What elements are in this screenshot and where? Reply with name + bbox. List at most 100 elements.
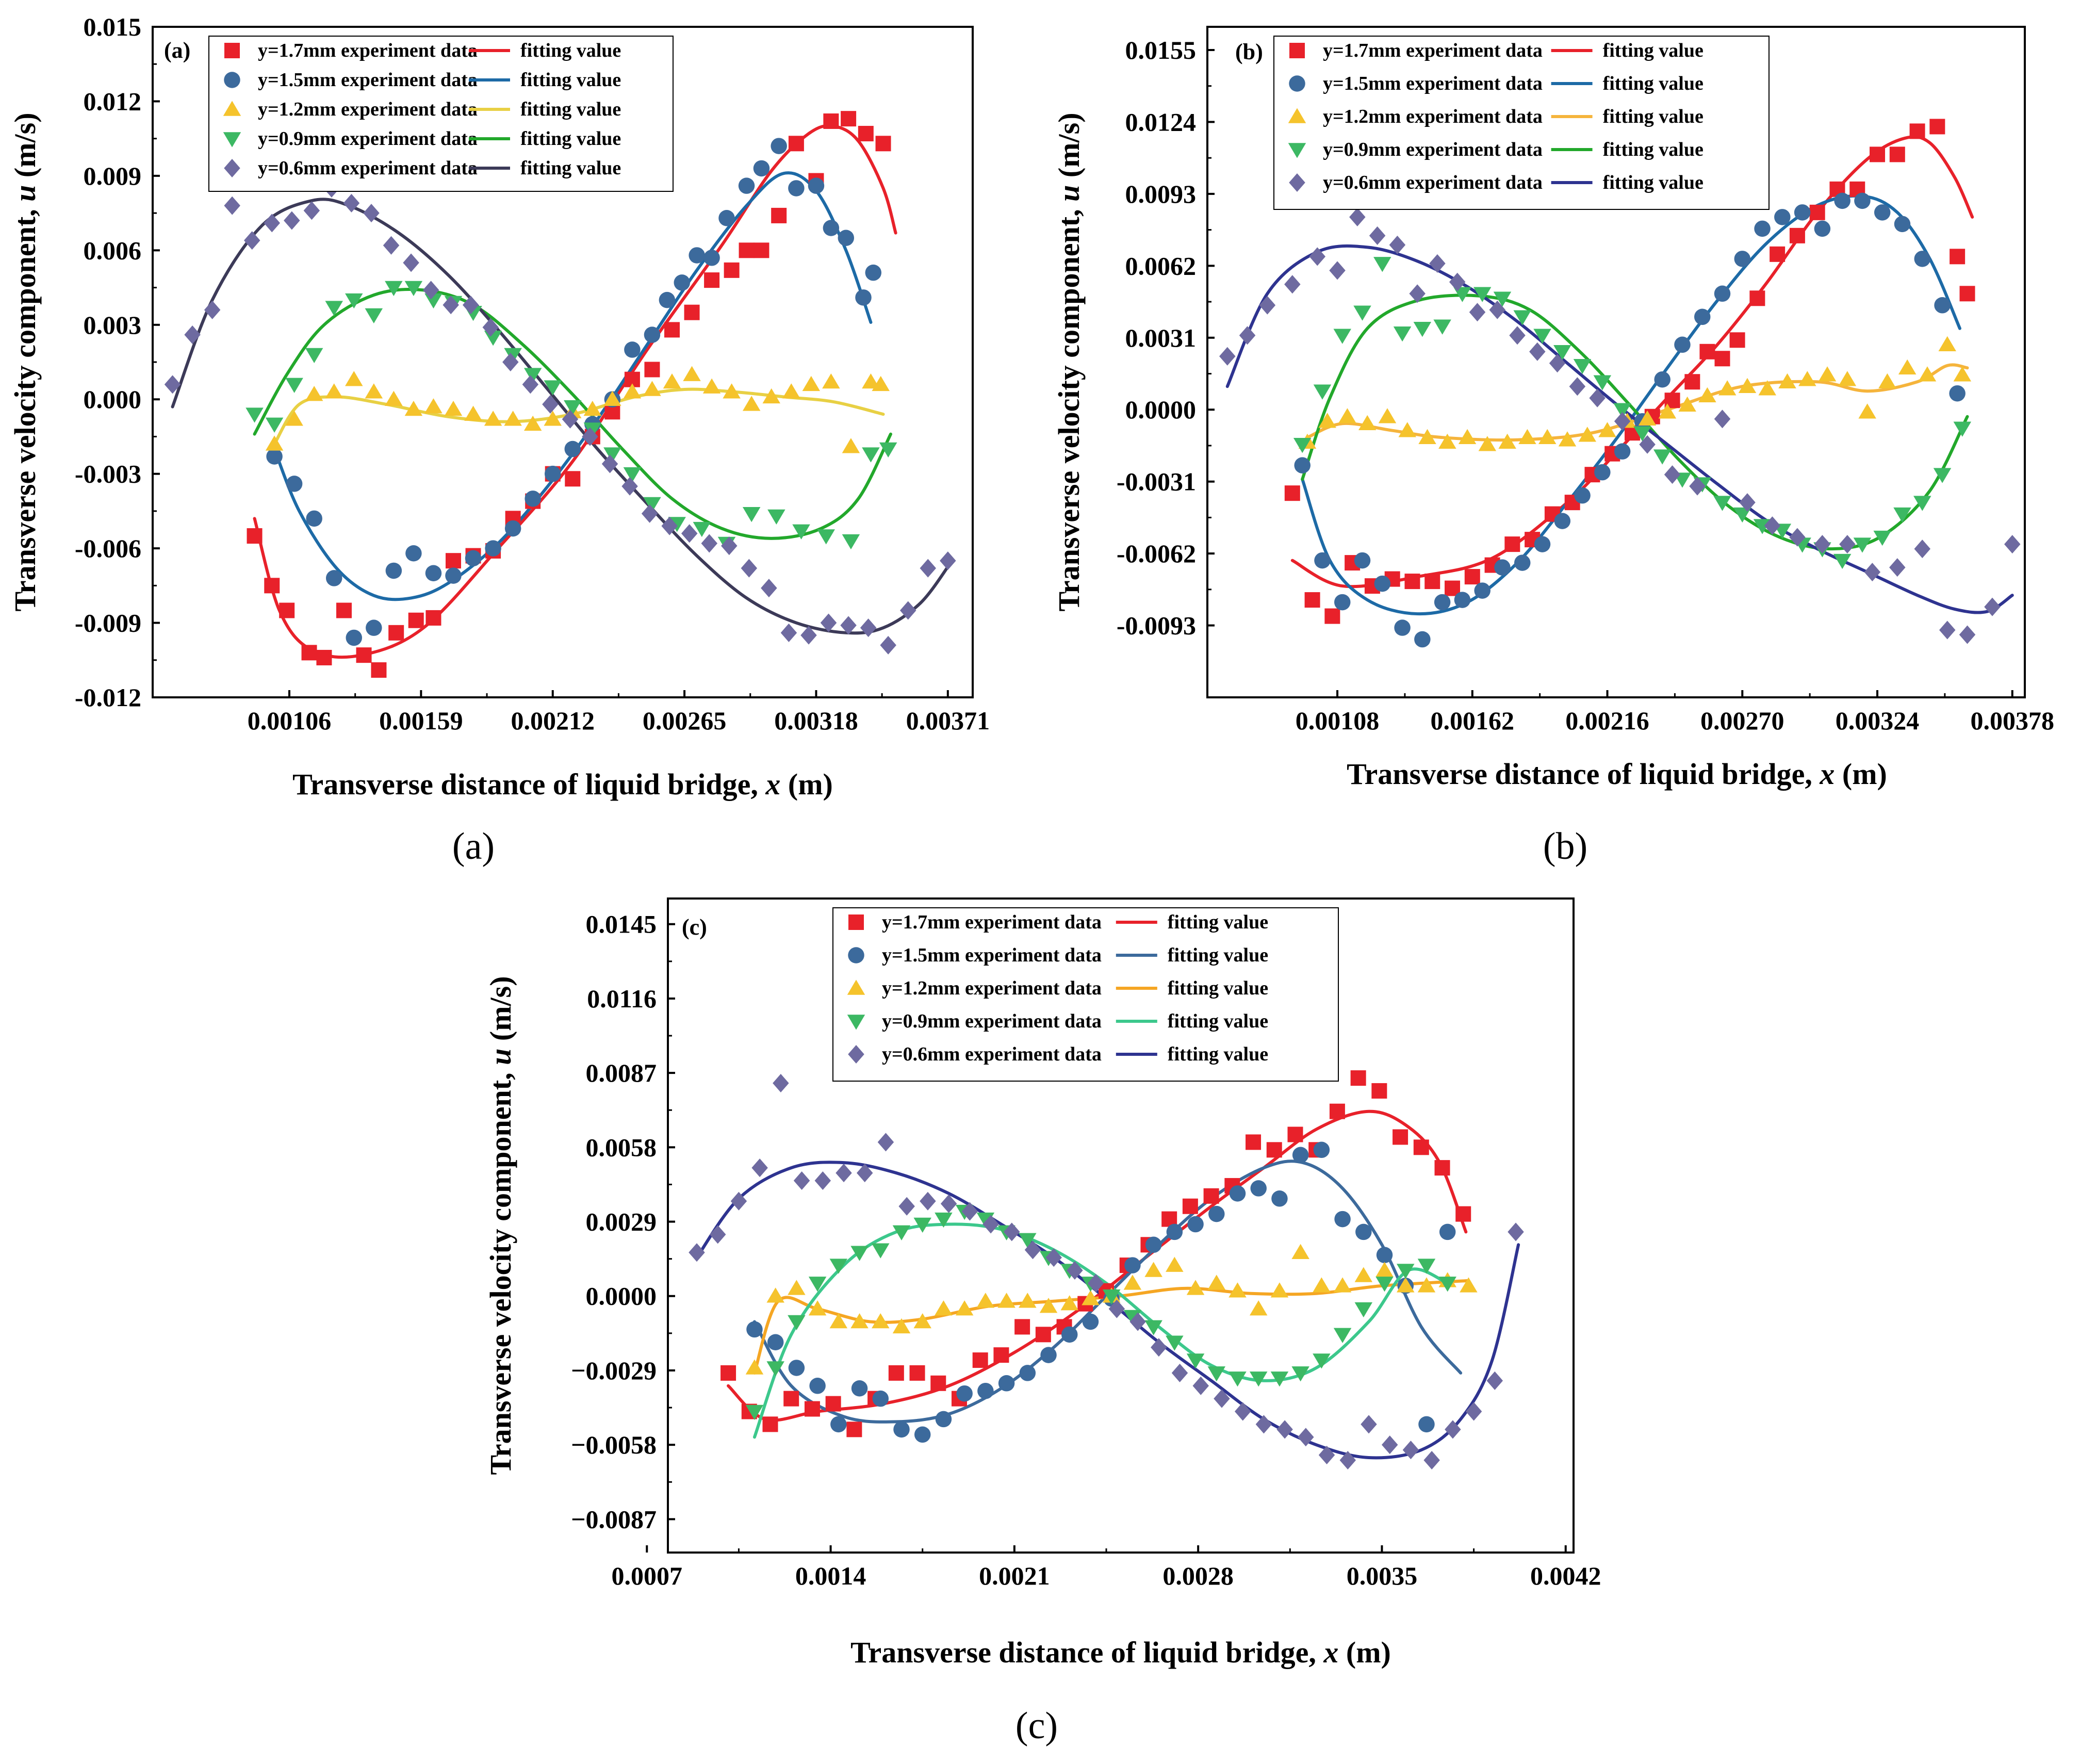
data-point (1417, 1277, 1436, 1293)
data-point (345, 293, 363, 309)
data-point (482, 318, 499, 337)
data-point (1324, 608, 1340, 624)
legend-label: y=1.2mm experiment data (882, 977, 1102, 999)
data-point (603, 447, 621, 463)
data-point (836, 1164, 852, 1183)
x-tick-label: 0.00270 (1700, 706, 1784, 735)
data-point (704, 272, 720, 288)
plot-area (1219, 119, 2021, 648)
legend-label: y=1.7mm experiment data (882, 911, 1102, 933)
panel-tag: (b) (1235, 39, 1263, 64)
data-point (841, 111, 857, 127)
data-point (935, 1411, 952, 1428)
data-point (1270, 1371, 1289, 1387)
x-tick-label: 0.0042 (1530, 1561, 1601, 1590)
data-point (1858, 403, 1876, 419)
legend-marker (1289, 75, 1305, 92)
data-point (544, 411, 562, 426)
y-tick-label: −0.0087 (571, 1505, 657, 1533)
data-point (1318, 1446, 1335, 1465)
data-point (1266, 1142, 1282, 1158)
data-point (1373, 257, 1391, 272)
legend-fit-label: fitting value (1603, 73, 1704, 94)
data-point (684, 304, 700, 320)
data-point (1124, 1257, 1141, 1273)
data-point (1614, 443, 1631, 460)
data-point (1674, 336, 1691, 353)
data-point (1734, 251, 1751, 267)
data-point (564, 440, 581, 458)
data-point (745, 1404, 764, 1420)
data-point (1439, 1223, 1456, 1240)
legend-fit-label: fitting value (1168, 1010, 1268, 1032)
data-point (643, 497, 661, 512)
x-axis-title: Transverse distance of liquid bridge, x … (1347, 757, 1887, 791)
data-point (702, 378, 721, 394)
legend-marker (224, 43, 240, 58)
data-point (1250, 1180, 1267, 1197)
data-point (1749, 290, 1765, 306)
data-point (1259, 296, 1276, 315)
data-point (872, 375, 890, 391)
data-point (823, 220, 840, 236)
data-point (724, 262, 740, 278)
data-point (850, 1246, 869, 1261)
data-point (1129, 1312, 1146, 1331)
y-axis-title: Transverse velocity component, u (m/s) (484, 976, 517, 1475)
data-point (723, 383, 741, 399)
data-point (825, 1396, 841, 1412)
legend-fit-label: fitting value (520, 40, 621, 61)
data-point (982, 1215, 999, 1234)
data-point (624, 341, 641, 358)
data-point (1151, 1338, 1167, 1357)
data-point (1313, 1277, 1331, 1293)
data-point (1478, 436, 1497, 451)
y-tick-label: 0.0087 (586, 1058, 657, 1087)
legend-marker (848, 1045, 864, 1064)
data-point (1504, 536, 1520, 552)
data-point (1108, 1299, 1125, 1318)
data-point (623, 467, 642, 483)
data-point (930, 1375, 946, 1391)
data-point (1508, 1222, 1524, 1242)
data-point (542, 395, 559, 414)
legend-fit-label: fitting value (520, 69, 621, 91)
data-point (346, 629, 363, 646)
data-point (1229, 1185, 1246, 1202)
data-point (1429, 254, 1446, 273)
data-point (793, 1171, 810, 1190)
data-point (462, 296, 479, 315)
x-tick-label: 0.00212 (511, 706, 595, 735)
data-point (366, 619, 382, 636)
data-point (1375, 1277, 1394, 1292)
data-point (1374, 575, 1391, 592)
data-point (1814, 535, 1831, 554)
data-point (424, 293, 443, 309)
legend: y=1.7mm experiment data fitting value y=1.… (832, 907, 1339, 1082)
y-tick-label: 0.0155 (1125, 36, 1197, 64)
data-point (1838, 371, 1857, 386)
data-point (1229, 1282, 1247, 1298)
y-tick-label: 0.0093 (1125, 179, 1197, 208)
data-point (742, 396, 761, 411)
data-point (424, 398, 443, 414)
x-tick-label: 0.00318 (774, 706, 858, 735)
data-point (1433, 319, 1451, 335)
data-point (1292, 1147, 1309, 1164)
fit-line-diamond (171, 198, 952, 635)
data-point (644, 362, 660, 378)
data-point (1203, 1188, 1219, 1204)
data-point (544, 380, 562, 396)
legend-marker (223, 101, 241, 116)
fit-line-diamond (695, 1161, 1520, 1460)
data-point (408, 612, 424, 628)
chart-panel-a: 0.00106 0.00159 0.00212 0.00265 0.00318 0.003… (8, 12, 990, 868)
data-point (860, 618, 877, 638)
data-point (1754, 220, 1771, 237)
data-point (371, 662, 387, 678)
y-tick-label: -0.006 (75, 534, 141, 563)
data-point (1396, 1264, 1415, 1279)
data-point (583, 400, 602, 416)
data-point (913, 1217, 931, 1233)
data-point (1413, 1139, 1429, 1155)
